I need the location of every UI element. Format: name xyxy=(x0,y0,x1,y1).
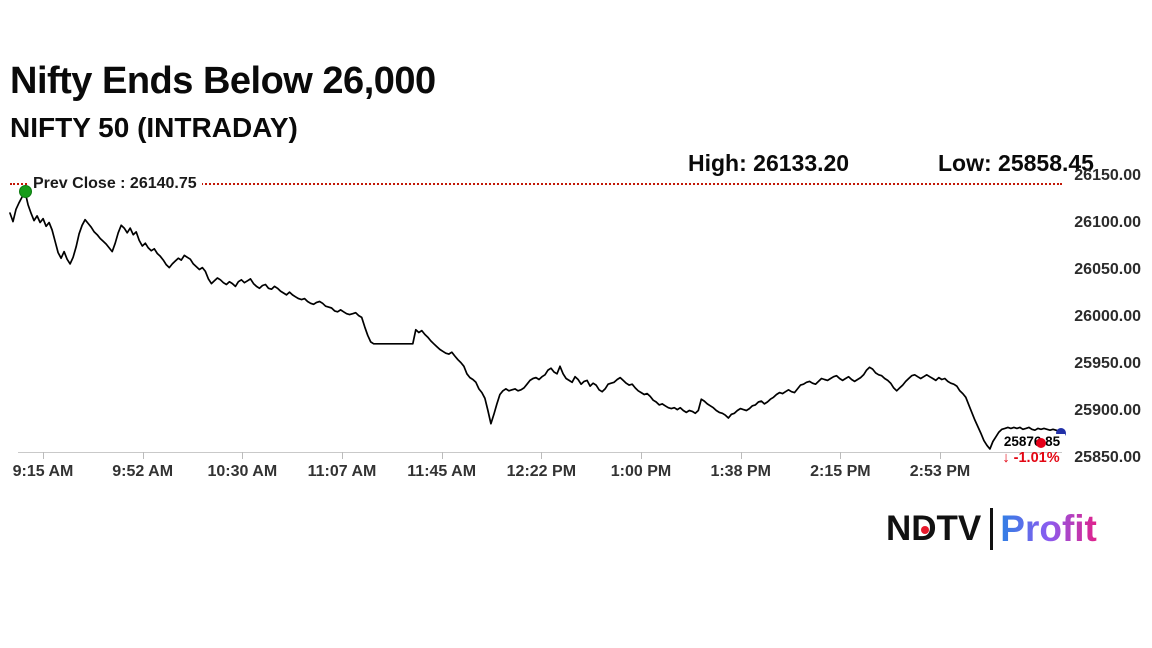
y-axis-label: 26150.00 xyxy=(1074,166,1141,184)
open-high-marker xyxy=(18,184,32,198)
x-axis-tick xyxy=(840,452,842,459)
x-axis-tick xyxy=(142,452,144,459)
last-price-label: 25876.85 xyxy=(999,434,1065,449)
high-value: High: 26133.20 xyxy=(688,150,850,176)
low-value: Low: 25858.45 xyxy=(938,150,1094,176)
chart-subtitle: NIFTY 50 (INTRADAY) xyxy=(10,112,298,143)
x-axis-line xyxy=(18,452,1062,453)
x-axis-tick xyxy=(641,452,643,459)
x-axis-tick xyxy=(242,452,244,459)
x-axis-label: 9:52 AM xyxy=(112,463,174,480)
ndtv-logo-red-dot xyxy=(921,526,929,534)
ndtv-logo-text: NDTV xyxy=(886,509,982,548)
x-axis-label: 11:07 AM xyxy=(307,463,377,480)
change-percent-badge: ↓ -1.01% xyxy=(1002,450,1060,466)
ndtv-logo: NDTV xyxy=(886,505,981,553)
x-axis-label: 2:15 PM xyxy=(810,463,871,480)
y-axis-label: 26000.00 xyxy=(1074,307,1141,325)
x-axis-label: 10:30 AM xyxy=(207,463,278,480)
x-axis-label: 9:15 AM xyxy=(12,463,74,480)
y-axis-label: 25950.00 xyxy=(1074,354,1141,372)
y-axis-label: 25850.00 xyxy=(1074,448,1141,466)
x-axis-label: 1:00 PM xyxy=(610,463,672,480)
x-axis-label: 1:38 PM xyxy=(710,463,771,480)
prev-close-label: Prev Close : 26140.75 xyxy=(28,175,202,194)
y-axis-label: 26050.00 xyxy=(1074,260,1141,278)
logo-divider xyxy=(990,508,994,550)
x-axis-tick xyxy=(740,452,742,459)
last-trade-marker-red xyxy=(1036,438,1046,448)
x-axis-tick xyxy=(43,452,44,459)
page-title: Nifty Ends Below 26,000 xyxy=(10,60,436,102)
x-axis-tick xyxy=(342,452,343,459)
x-axis-tick xyxy=(441,452,443,459)
x-axis-tick xyxy=(940,452,942,459)
brand-logo: NDTV Profit xyxy=(886,505,1097,553)
profit-logo: Profit xyxy=(1000,505,1097,553)
y-axis-label: 26100.00 xyxy=(1074,213,1141,231)
x-axis-label: 12:22 PM xyxy=(506,463,577,480)
x-axis-label: 11:45 AM xyxy=(407,463,477,480)
x-axis-label: 2:53 PM xyxy=(909,463,971,480)
prev-close-line xyxy=(10,183,1062,186)
x-axis-tick xyxy=(541,452,543,459)
y-axis-label: 25900.00 xyxy=(1074,401,1141,419)
price-line xyxy=(9,190,1063,450)
